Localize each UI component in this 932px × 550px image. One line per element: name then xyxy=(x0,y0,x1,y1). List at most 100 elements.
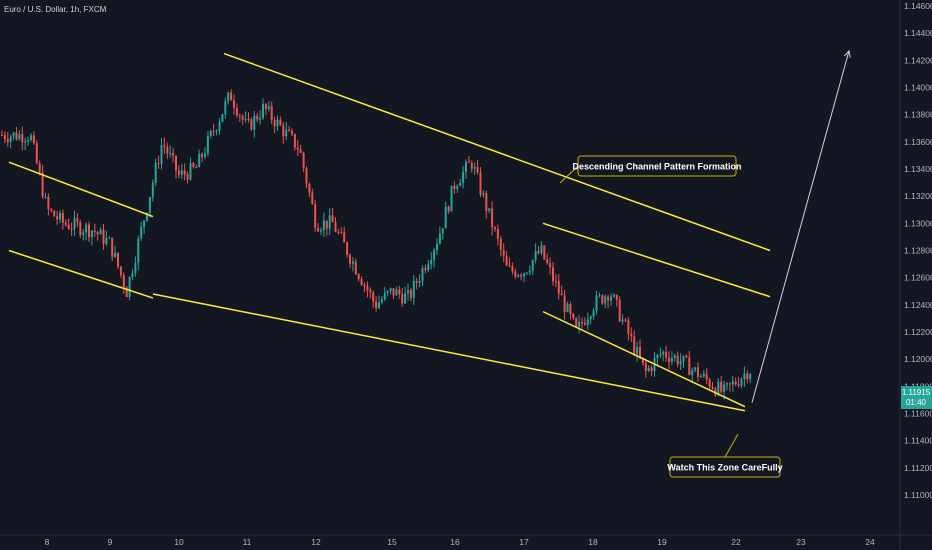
candle-body xyxy=(108,237,111,239)
candle-body xyxy=(450,185,453,212)
candle-body xyxy=(749,374,752,380)
candle-body xyxy=(247,119,250,121)
last-price-badge xyxy=(901,386,932,409)
candle-body xyxy=(299,149,302,153)
trendline[interactable] xyxy=(223,52,771,252)
candle-body xyxy=(88,224,90,238)
candle-body xyxy=(549,263,552,268)
trendline[interactable] xyxy=(152,293,746,412)
candle-body xyxy=(697,367,699,378)
candle-body xyxy=(453,185,456,189)
candle-body xyxy=(317,227,320,232)
projection-arrow[interactable] xyxy=(751,50,850,403)
candle-body xyxy=(67,224,70,229)
price-tick-label: 1.11200 xyxy=(904,463,932,473)
candle-body xyxy=(262,103,264,118)
candle-body xyxy=(662,351,665,355)
trendline[interactable] xyxy=(8,161,154,218)
candle-body xyxy=(61,212,64,223)
projection-arrowhead xyxy=(844,49,851,58)
time-tick-label: 11 xyxy=(243,537,252,547)
candle-body xyxy=(186,174,189,180)
candle-body xyxy=(540,245,543,254)
price-axis[interactable]: 1.14600 1.14400 1.14200 1.14000 1.13800 1.136… xyxy=(904,1,932,500)
candle-body xyxy=(302,152,305,169)
candle-body xyxy=(528,270,531,273)
candle-body xyxy=(505,255,508,266)
candle-body xyxy=(235,107,238,116)
candle-body xyxy=(93,230,96,233)
trendlines-layer xyxy=(8,52,771,412)
candle-body xyxy=(566,303,569,312)
candle-body xyxy=(209,131,212,136)
candle-body xyxy=(204,153,206,157)
candle-body xyxy=(85,224,88,233)
time-axis[interactable]: 8 9 10 11 12 15 16 17 18 19 22 23 24 xyxy=(45,537,875,547)
trendline[interactable] xyxy=(542,222,771,298)
candle-body xyxy=(96,232,99,235)
candle-body xyxy=(244,119,247,121)
trendline[interactable] xyxy=(542,310,746,408)
trendline[interactable] xyxy=(8,249,154,299)
candle-body xyxy=(467,161,470,163)
candle-body xyxy=(726,383,728,385)
candle-body xyxy=(32,135,35,144)
candle-body xyxy=(615,294,618,300)
candle-body xyxy=(731,381,734,385)
candle-body xyxy=(644,363,647,371)
candle-body xyxy=(441,228,444,234)
candle-body xyxy=(557,281,560,294)
candle-body xyxy=(73,218,76,229)
candle-body xyxy=(12,132,15,137)
candle-body xyxy=(650,367,653,371)
candle-body xyxy=(270,106,273,120)
time-tick-label: 9 xyxy=(108,537,113,547)
candle-body xyxy=(76,218,79,223)
annotation-box-1[interactable] xyxy=(577,155,737,177)
annotation-box-2[interactable] xyxy=(669,456,781,478)
candle-body xyxy=(201,153,204,157)
candle-body xyxy=(479,172,482,195)
candle-body xyxy=(253,115,256,130)
candle-body xyxy=(259,117,262,120)
candle-body xyxy=(734,381,737,385)
candle-body xyxy=(491,208,494,228)
candle-body xyxy=(314,204,317,228)
candle-body xyxy=(714,388,717,395)
candle-body xyxy=(305,168,308,184)
candle-body xyxy=(688,357,691,376)
candle-body xyxy=(412,280,415,298)
time-tick-label: 16 xyxy=(450,537,460,547)
candle-body xyxy=(363,284,366,286)
candle-body xyxy=(311,192,314,205)
candle-body xyxy=(1,135,3,137)
candle-body xyxy=(79,222,82,235)
candle-body xyxy=(607,296,610,301)
price-tick-label: 1.13000 xyxy=(904,218,932,228)
candle-body xyxy=(392,288,395,296)
candle-body xyxy=(389,288,392,292)
candle-body xyxy=(50,209,53,211)
candle-body xyxy=(743,373,746,379)
annotation-text-1: Descending Channel Pattern Formation xyxy=(572,162,741,172)
time-tick-label: 22 xyxy=(731,537,741,547)
candle-body xyxy=(708,379,711,387)
price-tick-label: 1.11400 xyxy=(904,436,932,446)
candle-body xyxy=(346,242,349,256)
candle-body xyxy=(293,133,296,148)
candle-body xyxy=(357,274,360,279)
price-tick-label: 1.12200 xyxy=(904,327,932,337)
candle-body xyxy=(534,251,537,261)
candle-body xyxy=(668,357,670,362)
candle-body xyxy=(105,238,108,245)
candle-body xyxy=(624,319,627,321)
candle-body xyxy=(737,384,740,386)
time-tick-label: 10 xyxy=(174,537,184,547)
candle-body xyxy=(172,153,175,156)
candle-body xyxy=(670,357,673,362)
candle-body xyxy=(137,238,140,263)
price-tick-label: 1.13400 xyxy=(904,164,932,174)
candle-body xyxy=(470,162,473,169)
candle-body xyxy=(383,292,386,300)
